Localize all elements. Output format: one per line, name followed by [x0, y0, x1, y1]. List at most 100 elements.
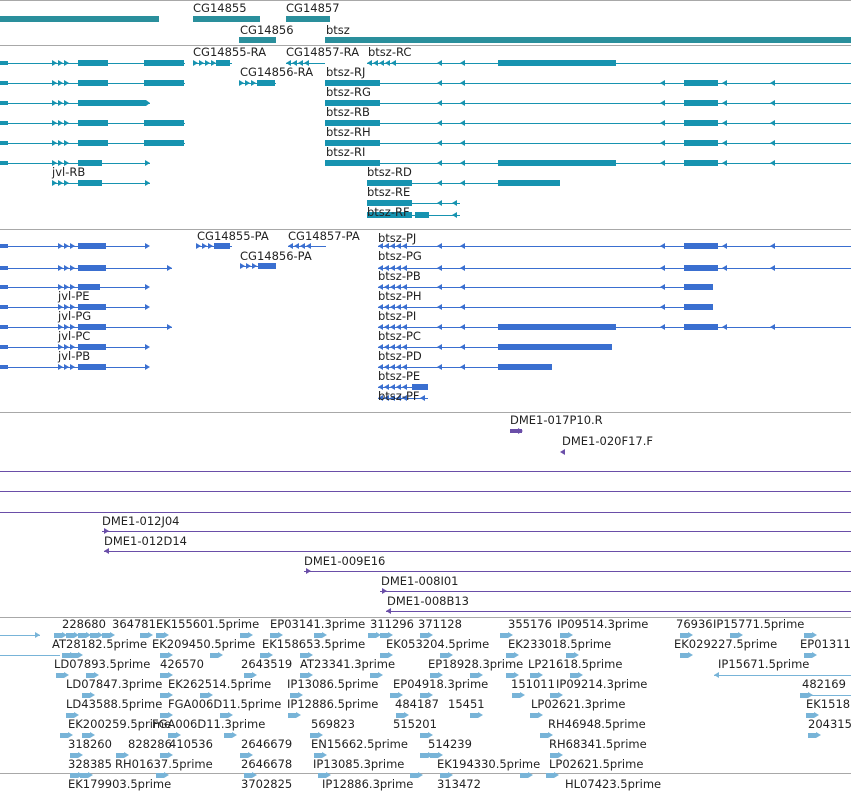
exon-block[interactable]: [257, 80, 275, 86]
est-block[interactable]: [66, 633, 74, 638]
est-block[interactable]: [300, 653, 308, 658]
protein-label[interactable]: btsz-PE: [378, 369, 421, 383]
transcript-label[interactable]: btsz-RJ: [326, 65, 366, 79]
est-block[interactable]: [420, 733, 428, 738]
est-label[interactable]: EP18928.3prime: [428, 657, 524, 671]
exon-block[interactable]: [144, 120, 184, 126]
transcript-label[interactable]: btsz-RB: [326, 105, 370, 119]
exon-block[interactable]: [498, 60, 616, 66]
exon-block[interactable]: [78, 304, 106, 310]
est-label[interactable]: LP21618.5prime: [528, 657, 623, 671]
clone-label[interactable]: DME1-009E16: [304, 554, 386, 568]
est-block[interactable]: [220, 713, 228, 718]
transcript-label[interactable]: btsz-RG: [326, 85, 371, 99]
est-block[interactable]: [156, 633, 164, 638]
est-label[interactable]: 828286: [128, 737, 172, 751]
est-label[interactable]: IP12886.5prime: [287, 697, 379, 711]
transcript-label[interactable]: btsz-RF: [367, 205, 410, 219]
est-label[interactable]: LP02621.3prime: [531, 697, 626, 711]
est-block[interactable]: [680, 653, 688, 658]
exon-block[interactable]: [0, 81, 8, 85]
transcript-label[interactable]: btsz-RD: [367, 165, 412, 179]
exon-block[interactable]: [367, 200, 412, 206]
est-block[interactable]: [530, 673, 538, 678]
exon-block[interactable]: [144, 80, 184, 86]
exon-block[interactable]: [684, 243, 718, 249]
est-label[interactable]: EP03141.3prime: [270, 617, 366, 631]
exon-block[interactable]: [0, 285, 8, 289]
est-label[interactable]: RH68341.5prime: [549, 737, 647, 751]
est-block[interactable]: [290, 693, 298, 698]
clone-label[interactable]: DME1-017P10.R: [510, 413, 603, 427]
est-block[interactable]: [310, 733, 318, 738]
est-block[interactable]: [54, 633, 62, 638]
est-block[interactable]: [546, 773, 554, 778]
est-block[interactable]: [530, 713, 538, 718]
est-label[interactable]: EK155601.5prime: [156, 617, 260, 631]
gene-span-cg14855[interactable]: [193, 16, 260, 22]
est-label[interactable]: 151011: [511, 677, 555, 691]
est-label[interactable]: IP09514.3prime: [557, 617, 649, 631]
transcript-label[interactable]: btsz-RE: [367, 185, 411, 199]
exon-block[interactable]: [0, 305, 8, 309]
est-block[interactable]: [318, 773, 326, 778]
gene-span-btsz[interactable]: [325, 37, 851, 43]
est-block[interactable]: [160, 673, 168, 678]
exon-block[interactable]: [684, 80, 718, 86]
est-block[interactable]: [60, 733, 68, 738]
est-label[interactable]: 2643519: [241, 657, 293, 671]
est-label[interactable]: 313472: [437, 777, 481, 791]
exon-block[interactable]: [367, 180, 412, 186]
est-block[interactable]: [430, 673, 438, 678]
est-label[interactable]: EK179903.5prime: [68, 777, 172, 791]
exon-block[interactable]: [367, 212, 412, 218]
est-label[interactable]: EK194330.5prime: [437, 757, 541, 771]
protein-label[interactable]: btsz-PF: [378, 389, 420, 403]
est-label[interactable]: 482169: [802, 677, 846, 691]
est-block[interactable]: [200, 693, 208, 698]
est-label[interactable]: IP13085.3prime: [313, 757, 405, 771]
est-label[interactable]: EN15662.5prime: [311, 737, 408, 751]
protein-label[interactable]: jvl-PE: [58, 289, 90, 303]
gene-label[interactable]: CG14857: [286, 1, 340, 15]
est-block[interactable]: [570, 673, 578, 678]
est-block[interactable]: [550, 693, 558, 698]
est-label[interactable]: AT23341.3prime: [300, 657, 396, 671]
protein-label[interactable]: btsz-PG: [378, 249, 422, 263]
est-label[interactable]: IP12886.3prime: [322, 777, 414, 791]
est-label[interactable]: EK1518: [806, 697, 851, 711]
exon-block[interactable]: [78, 364, 106, 370]
est-label[interactable]: 569823: [311, 717, 355, 731]
exon-block[interactable]: [0, 244, 8, 248]
est-block[interactable]: [420, 693, 428, 698]
gene-span-jvl[interactable]: [0, 16, 159, 22]
est-block[interactable]: [82, 733, 90, 738]
est-block[interactable]: [410, 773, 418, 778]
protein-label[interactable]: btsz-PI: [378, 309, 417, 323]
est-block[interactable]: [160, 713, 168, 718]
exon-block[interactable]: [78, 265, 106, 271]
exon-block[interactable]: [214, 243, 230, 249]
exon-block[interactable]: [144, 60, 184, 66]
est-block[interactable]: [808, 733, 816, 738]
exon-block[interactable]: [325, 120, 380, 126]
est-block[interactable]: [70, 753, 78, 758]
exon-block[interactable]: [498, 180, 560, 186]
est-label[interactable]: 515201: [393, 717, 437, 731]
est-block[interactable]: [240, 633, 248, 638]
est-block[interactable]: [160, 693, 168, 698]
est-block[interactable]: [680, 633, 688, 638]
est-label[interactable]: HL07423.5prime: [565, 777, 662, 791]
exon-block[interactable]: [0, 325, 8, 329]
est-block[interactable]: [470, 713, 478, 718]
est-block[interactable]: [66, 713, 74, 718]
est-label[interactable]: EK233018.5prime: [508, 637, 612, 651]
est-label[interactable]: 311296: [370, 617, 414, 631]
est-block[interactable]: [800, 693, 808, 698]
exon-block[interactable]: [325, 140, 380, 146]
est-block[interactable]: [730, 633, 738, 638]
protein-label[interactable]: btsz-PJ: [378, 231, 417, 245]
est-block[interactable]: [288, 713, 296, 718]
protein-label[interactable]: CG14857-PA: [288, 229, 360, 243]
est-block[interactable]: [540, 733, 548, 738]
